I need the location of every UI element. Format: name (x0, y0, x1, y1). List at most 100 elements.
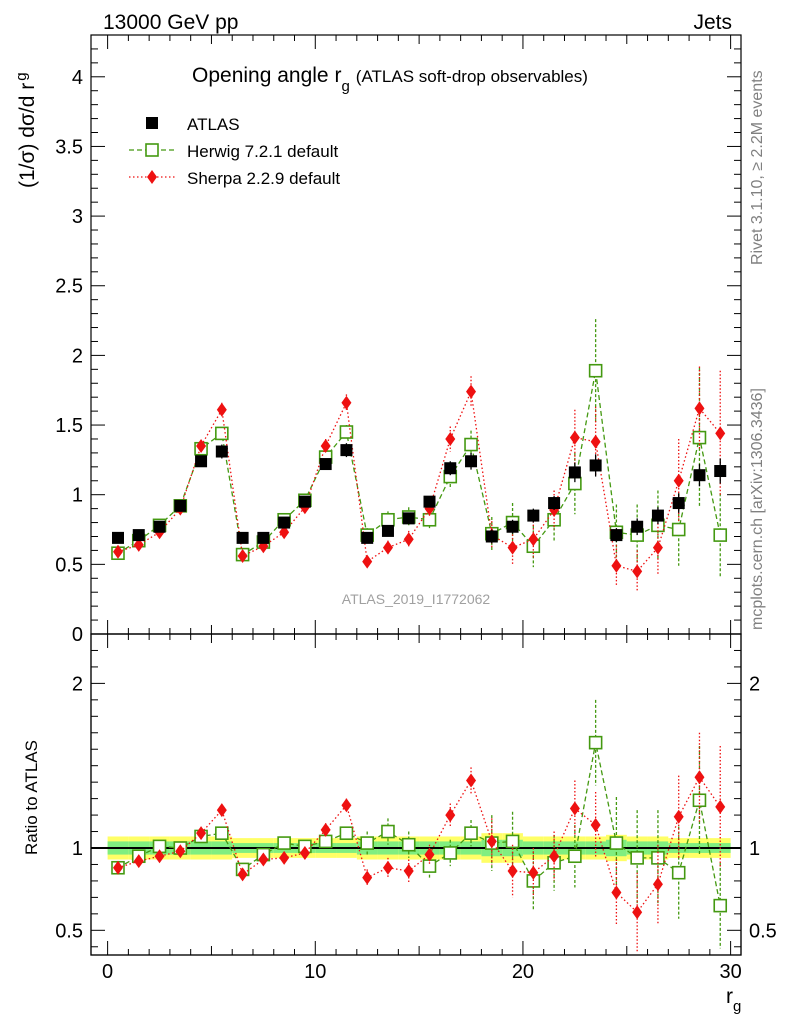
data-point (279, 850, 290, 865)
ratio-xlabel-sub: g (733, 998, 741, 1015)
ratio-xlabel: rg (726, 985, 741, 1015)
y-tick-label: 2 (72, 673, 83, 695)
series-line (117, 389, 721, 573)
data-point (258, 852, 269, 867)
data-point (362, 554, 373, 569)
data-point (174, 499, 187, 512)
data-point (652, 877, 663, 892)
analysis-id: ATLAS_2019_I1772062 (342, 591, 491, 607)
rivet-label: Rivet 3.1.10, ≥ 2.2M events (749, 70, 766, 265)
data-point (319, 458, 332, 471)
data-point (318, 834, 333, 849)
data-point (341, 395, 352, 410)
data-point (277, 836, 291, 850)
data-point (237, 548, 248, 563)
legend-marker-herwig (145, 143, 159, 157)
data-point (403, 532, 414, 547)
data-point (111, 531, 124, 544)
data-point (382, 540, 393, 555)
data-point (401, 837, 416, 852)
data-point (505, 834, 520, 849)
data-point (589, 459, 602, 472)
y-tick-label: 1 (72, 485, 83, 507)
data-point (590, 434, 601, 449)
data-point (133, 537, 144, 552)
data-point (381, 824, 395, 839)
data-point (528, 865, 539, 880)
data-point (175, 844, 186, 859)
data-point (445, 431, 456, 446)
data-point (568, 849, 582, 864)
data-point (340, 444, 353, 457)
data-point (112, 860, 123, 875)
data-point (237, 867, 248, 882)
data-point (424, 847, 435, 862)
data-point (423, 495, 436, 508)
y-tick-label: 2.5 (55, 276, 83, 298)
legend-marker-sherpa (147, 170, 157, 184)
legend-label-atlas: ATLAS (187, 115, 240, 134)
data-point (298, 495, 311, 508)
data-point (485, 530, 498, 543)
data-point (215, 826, 229, 840)
x-tick-label: 20 (512, 961, 534, 983)
data-point (362, 870, 373, 885)
y-tick-label-right: 1 (749, 838, 760, 860)
data-point (403, 864, 414, 879)
data-point (671, 522, 686, 537)
y-tick-label: 1.5 (55, 415, 83, 437)
data-point (464, 826, 478, 840)
data-point (465, 455, 478, 468)
legend-label-herwig: Herwig 7.2.1 default (187, 142, 338, 161)
data-point (445, 808, 456, 823)
y-tick-label-right: 2 (749, 673, 760, 695)
data-point (611, 558, 622, 573)
data-point (609, 836, 624, 850)
data-point (673, 809, 684, 824)
data-point (320, 438, 331, 453)
data-point (215, 426, 229, 441)
ratio-frame-top (90, 633, 742, 956)
data-point (528, 532, 539, 547)
data-point (713, 528, 728, 542)
main-title: Opening angle rg (ATLAS soft-drop observa… (192, 64, 588, 95)
data-point (339, 826, 354, 840)
legend-label-sherpa: Sherpa 2.2.9 default (187, 169, 340, 188)
ratio-frame (90, 633, 742, 956)
data-point (693, 469, 706, 482)
data-point (360, 836, 374, 850)
data-point (715, 426, 726, 441)
data-point (632, 905, 643, 920)
data-point (216, 402, 227, 417)
header-right: Jets (693, 11, 732, 34)
data-point (568, 466, 581, 479)
y-tick-label: 3 (72, 206, 83, 228)
data-point (320, 822, 331, 837)
data-point (464, 437, 478, 452)
data-point (569, 430, 580, 445)
data-point (444, 462, 457, 475)
data-point (381, 512, 395, 527)
data-point (610, 529, 623, 542)
y-tick-label: 0.5 (55, 554, 83, 576)
data-point (651, 851, 665, 865)
data-point (652, 540, 663, 555)
data-point (631, 520, 644, 533)
data-point (588, 363, 603, 378)
data-point (154, 849, 165, 864)
ratio-ylabel: Ratio to ATLAS (22, 740, 41, 855)
data-point (466, 384, 477, 399)
data-point (132, 529, 145, 542)
data-point (590, 817, 601, 832)
y-tick-label: 1 (72, 838, 83, 860)
data-point (671, 865, 686, 880)
data-point (611, 885, 622, 900)
y-tick-label: 0 (72, 624, 83, 646)
main-ylabel-sub: g (13, 72, 30, 80)
data-point (713, 898, 728, 913)
y-tick-label: 0.5 (55, 920, 83, 942)
series-line (117, 742, 721, 906)
data-point (694, 401, 705, 416)
data-point (133, 854, 144, 869)
